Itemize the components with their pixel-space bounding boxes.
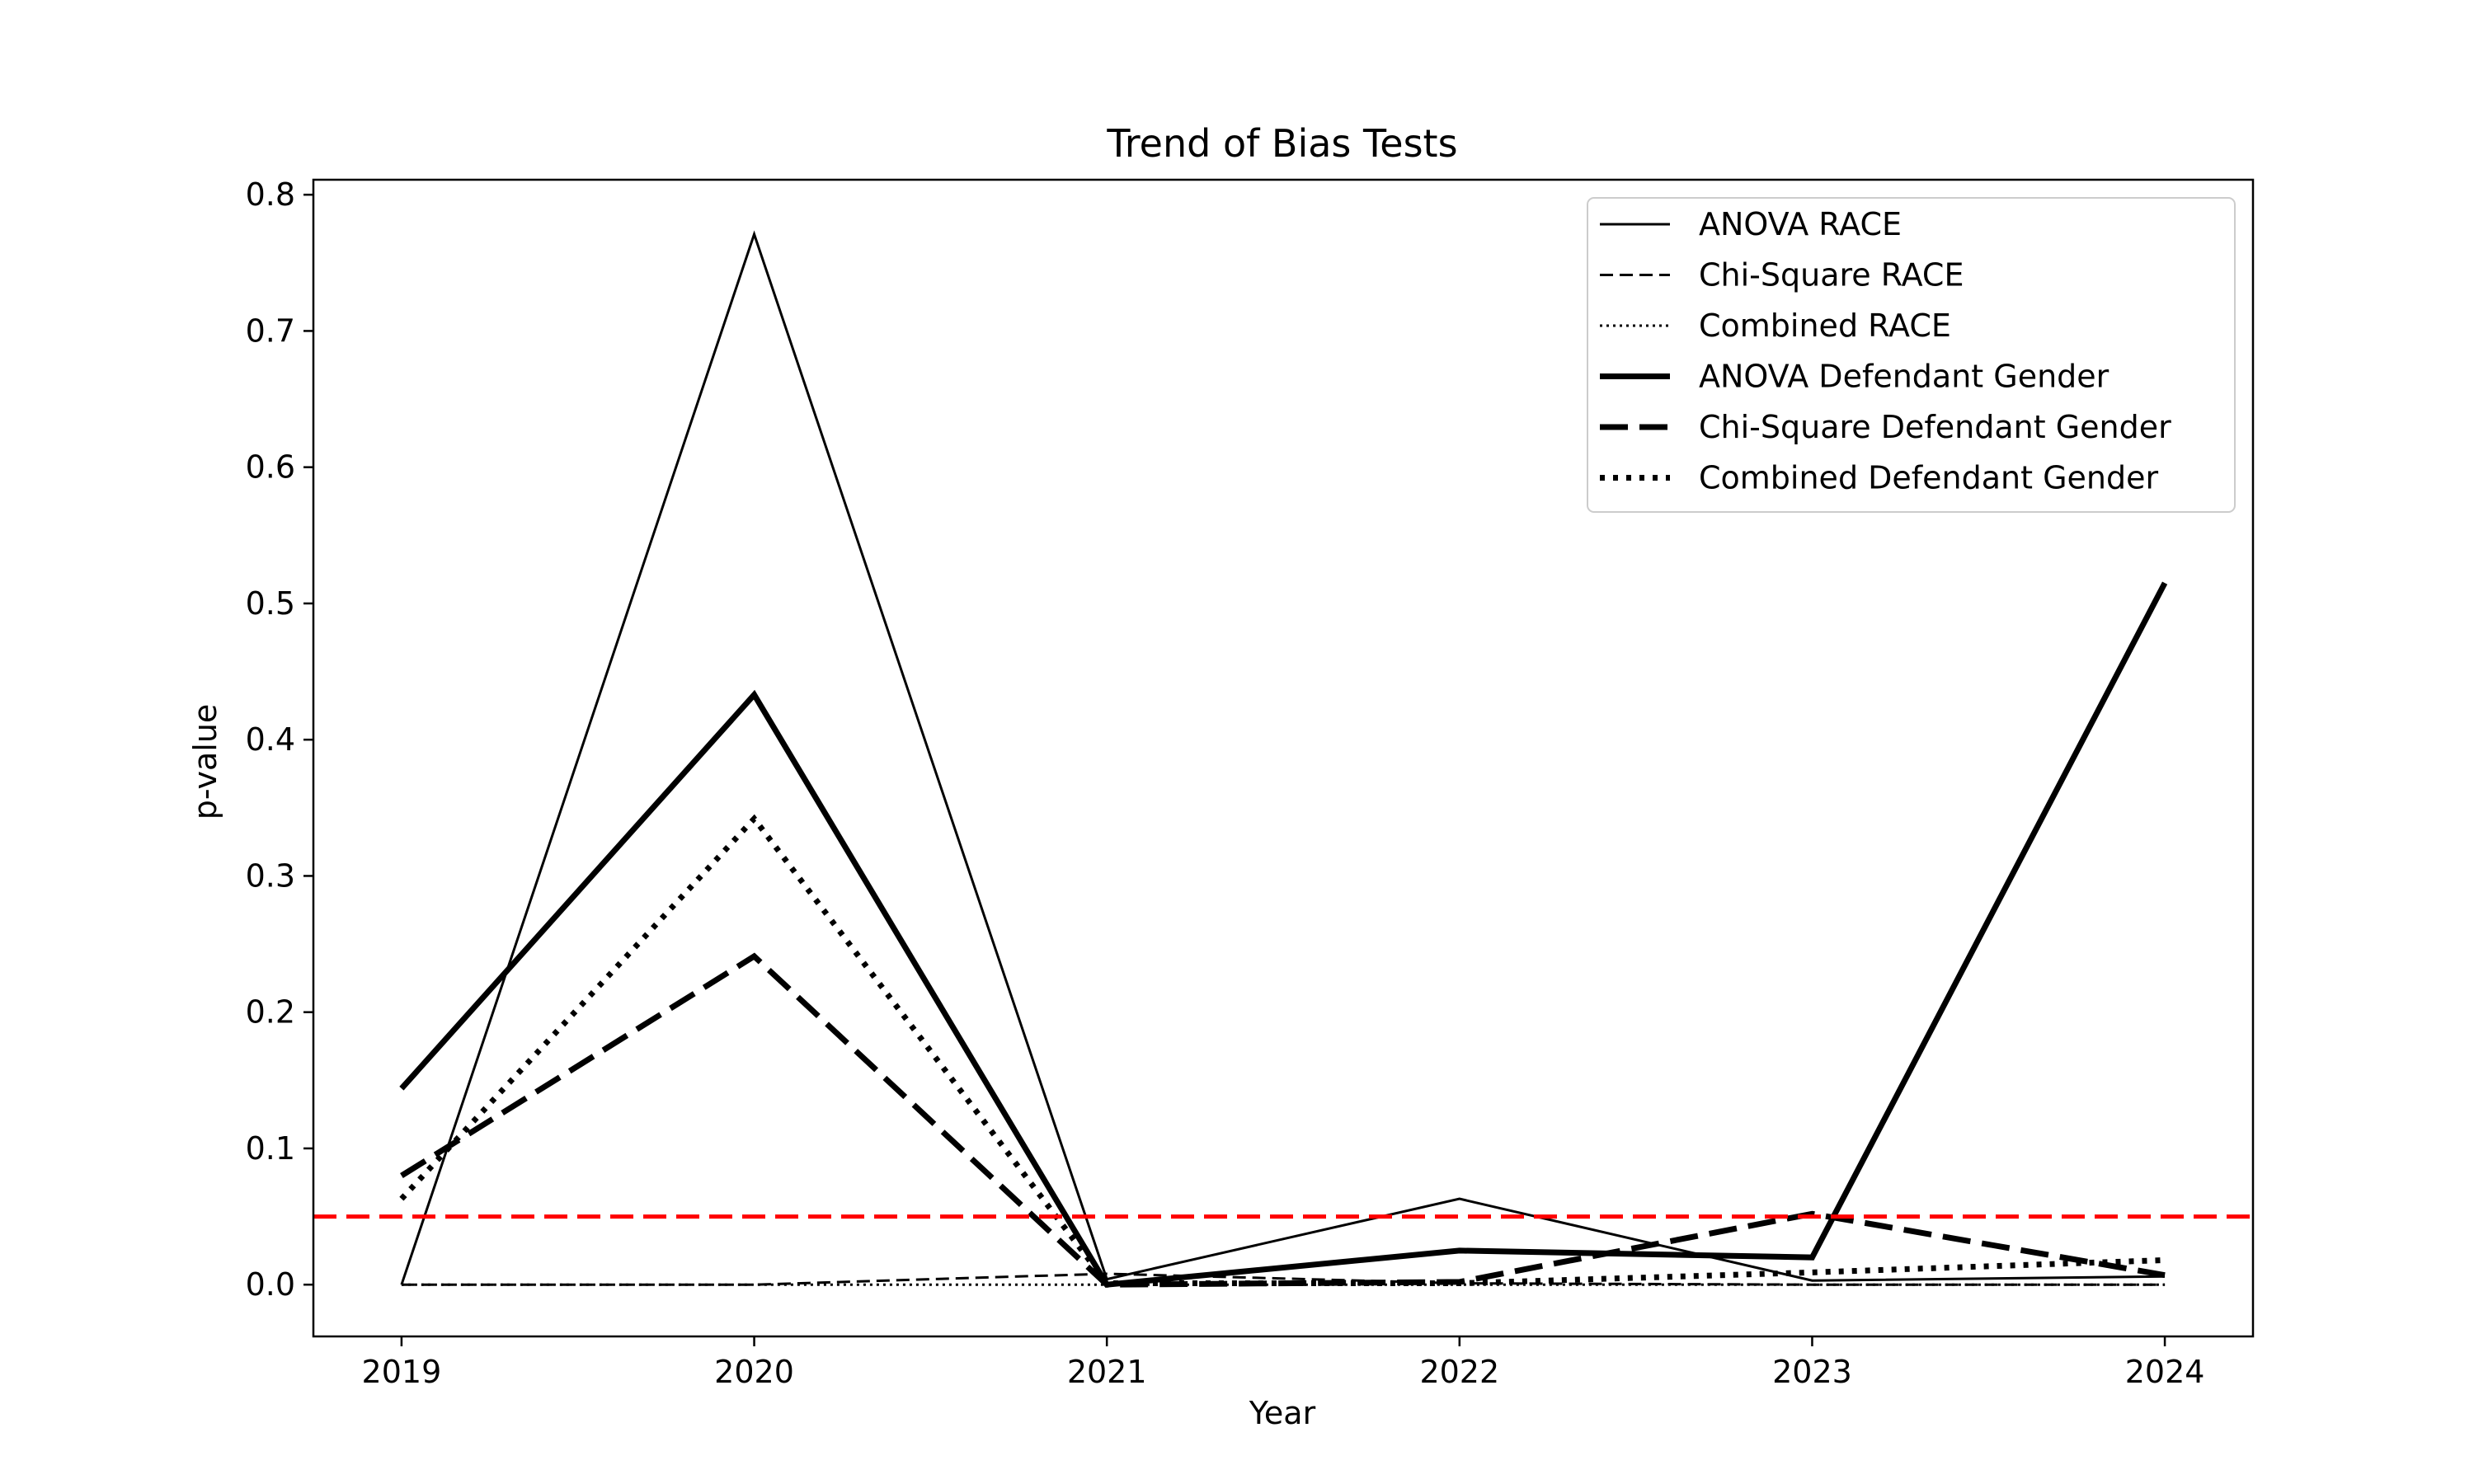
- axis-ticks: 2019 2020 2021 2022 2023 2024 0.0 0.1 0.2 0.3 0.4 0…: [246, 176, 2205, 1390]
- y-tick-label: 0.1: [246, 1130, 295, 1167]
- y-tick-label: 0.0: [246, 1266, 295, 1303]
- series-line-1: [400, 230, 2166, 1285]
- y-tick-label: 0.5: [246, 585, 295, 622]
- y-tick-label: 0.3: [246, 857, 295, 894]
- y-tick-label: 0.6: [246, 449, 295, 486]
- plot-frame: [312, 178, 2255, 1338]
- series-line-5: [400, 952, 2166, 1288]
- y-tick-label: 0.7: [246, 312, 295, 349]
- legend-label-2: Chi-Square RACE: [1699, 257, 1964, 294]
- x-tick-label: 2019: [362, 1354, 442, 1390]
- legend-label-5: Chi-Square Defendant Gender: [1699, 409, 2171, 445]
- y-tick-label: 0.2: [246, 994, 295, 1031]
- x-tick-label: 2023: [1772, 1354, 1852, 1390]
- legend-label-3: Combined RACE: [1699, 308, 1951, 344]
- y-tick-label: 0.4: [246, 721, 295, 758]
- legend-label-1: ANOVA RACE: [1699, 206, 1902, 242]
- y-axis-label: p-value: [187, 704, 223, 820]
- series-line-4: [399, 581, 2168, 1288]
- x-tick-label: 2020: [714, 1354, 794, 1390]
- x-tick-label: 2021: [1067, 1354, 1147, 1390]
- legend: ANOVA RACE Chi-Square RACE Combined RACE AN…: [1587, 197, 2236, 513]
- y-tick-label: 0.8: [246, 176, 295, 213]
- series-line-2: [401, 1272, 2166, 1286]
- x-tick-label: 2022: [1419, 1354, 1499, 1390]
- x-axis-label: Year: [1249, 1395, 1316, 1431]
- plot-series: [399, 230, 2168, 1288]
- legend-label-6: Combined Defendant Gender: [1699, 460, 2159, 496]
- chart-title: Trend of Bias Tests: [1106, 121, 1457, 166]
- series-line-6: [399, 814, 2166, 1287]
- x-tick-label: 2024: [2125, 1354, 2205, 1390]
- legend-box: [1587, 197, 2236, 513]
- legend-label-4: ANOVA Defendant Gender: [1699, 359, 2109, 395]
